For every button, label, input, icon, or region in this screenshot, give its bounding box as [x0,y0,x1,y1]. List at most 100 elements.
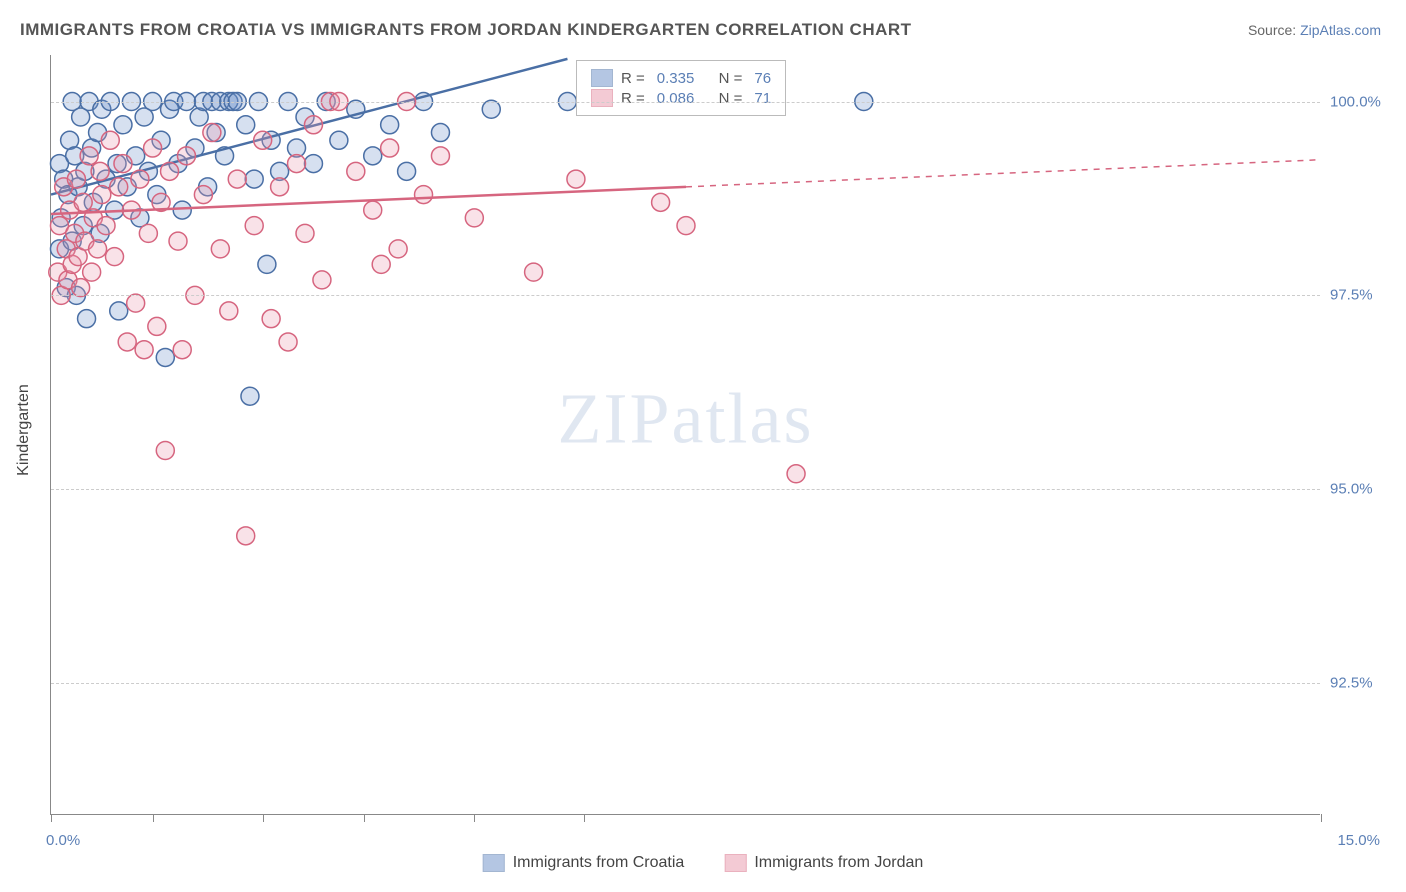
data-point [211,240,229,258]
x-tick [364,814,365,822]
x-tick [51,814,52,822]
data-point [258,255,276,273]
data-point [135,341,153,359]
legend-item-jordan: Immigrants from Jordan [724,854,923,872]
data-point [381,116,399,134]
data-point [431,124,449,142]
data-point [97,217,115,235]
data-point [78,310,96,328]
gridline-h [51,489,1320,490]
plot-area: ZIPatlas 0.0% 15.0% R = 0.335 N = 76 R =… [50,55,1320,815]
data-point [131,170,149,188]
data-point [304,155,322,173]
stats-row-jordan: R = 0.086 N = 71 [591,89,771,107]
data-point [288,155,306,173]
data-point [89,240,107,258]
data-point [161,162,179,180]
data-point [156,348,174,366]
n-label: N = [719,70,743,87]
data-point [364,201,382,219]
data-point [347,162,365,180]
data-point [93,186,111,204]
data-point [271,178,289,196]
chart-title: IMMIGRANTS FROM CROATIA VS IMMIGRANTS FR… [20,20,912,40]
data-point [101,131,119,149]
data-point [482,100,500,118]
data-point [567,170,585,188]
data-point [364,147,382,165]
data-point [279,333,297,351]
data-point [787,465,805,483]
data-point [465,209,483,227]
x-axis-max-label: 15.0% [1337,832,1380,849]
data-point [389,240,407,258]
data-point [245,170,263,188]
y-tick-label: 95.0% [1330,481,1395,498]
data-point [237,116,255,134]
data-point [228,170,246,188]
data-point [262,310,280,328]
data-point [169,232,187,250]
y-tick-label: 92.5% [1330,675,1395,692]
data-point [254,131,272,149]
data-point [118,333,136,351]
data-point [114,155,132,173]
x-tick [584,814,585,822]
data-point [110,178,128,196]
n-value-croatia: 76 [754,70,771,87]
y-tick-label: 97.5% [1330,287,1395,304]
data-point [110,302,128,320]
swatch-jordan [591,89,613,107]
trend-line-dashed [686,160,1321,187]
x-tick [263,814,264,822]
swatch-croatia [591,69,613,87]
data-point [72,279,90,297]
x-tick [153,814,154,822]
data-point [304,116,322,134]
chart-container: IMMIGRANTS FROM CROATIA VS IMMIGRANTS FR… [0,0,1406,892]
x-tick [474,814,475,822]
data-point [139,224,157,242]
y-axis-label: Kindergarten [15,384,33,476]
data-point [677,217,695,235]
data-point [525,263,543,281]
r-label: R = [621,70,645,87]
data-point [91,162,109,180]
x-axis-min-label: 0.0% [46,832,80,849]
data-point [372,255,390,273]
source-label: Source: [1248,22,1296,38]
data-point [203,124,221,142]
source-link[interactable]: ZipAtlas.com [1300,22,1381,38]
stats-row-croatia: R = 0.335 N = 76 [591,69,771,87]
data-point [148,317,166,335]
legend-label-jordan: Immigrants from Jordan [754,854,923,872]
r-label: R = [621,90,645,107]
data-point [431,147,449,165]
data-point [296,224,314,242]
y-tick-label: 100.0% [1330,93,1395,110]
data-point [83,263,101,281]
data-point [156,442,174,460]
n-value-jordan: 71 [754,90,771,107]
r-value-croatia: 0.335 [657,70,695,87]
data-point [80,147,98,165]
gridline-h [51,295,1320,296]
n-label: N = [719,90,743,107]
legend-item-croatia: Immigrants from Croatia [483,854,685,872]
chart-svg [51,55,1320,814]
data-point [144,139,162,157]
source-attribution: Source: ZipAtlas.com [1248,22,1381,38]
r-value-jordan: 0.086 [657,90,695,107]
data-point [177,147,195,165]
x-tick [1321,814,1322,822]
bottom-legend: Immigrants from Croatia Immigrants from … [483,854,924,872]
swatch-jordan [724,854,746,872]
data-point [652,193,670,211]
data-point [381,139,399,157]
data-point [220,302,238,320]
data-point [74,193,92,211]
stats-legend: R = 0.335 N = 76 R = 0.086 N = 71 [576,60,786,116]
data-point [173,341,191,359]
swatch-croatia [483,854,505,872]
data-point [106,248,124,266]
